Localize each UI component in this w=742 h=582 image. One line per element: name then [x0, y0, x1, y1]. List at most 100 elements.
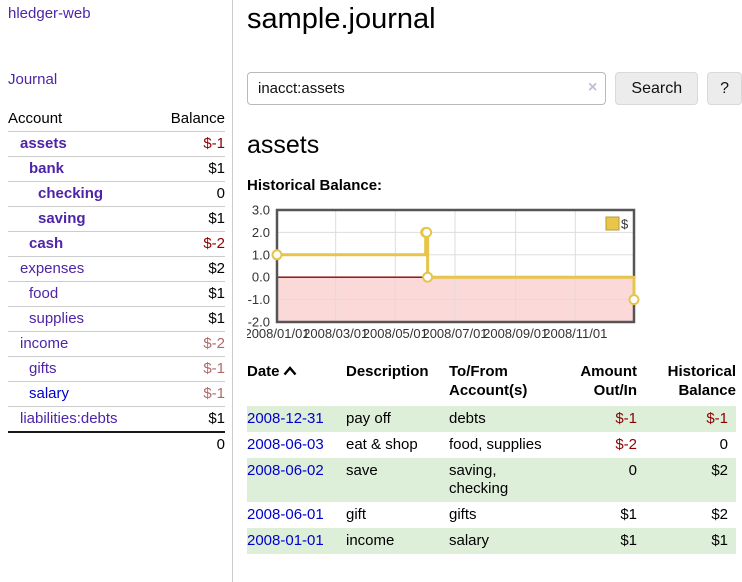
transaction-balance: $2: [711, 506, 728, 523]
svg-text:2008/11/01: 2008/11/01: [543, 326, 607, 341]
account-link[interactable]: cash: [29, 235, 64, 252]
account-row: gifts $-1: [8, 356, 225, 382]
account-cell: expenses: [8, 256, 154, 282]
svg-text:-2.0: -2.0: [248, 315, 270, 330]
amount-column-header: Amount Out/In: [580, 363, 637, 399]
svg-text:2008/01/01: 2008/01/01: [247, 326, 310, 341]
transaction-balance: $1: [711, 532, 728, 549]
historical-balance-chart: $3.0 2.0 1.0 0.0 -1.0 -2.02008/01/012008/03/0…: [247, 203, 640, 341]
account-link[interactable]: checking: [38, 185, 104, 202]
account-balance: $2: [153, 256, 225, 282]
transaction-date-link[interactable]: 2008-06-03: [247, 436, 324, 453]
search-button[interactable]: Search: [615, 72, 699, 105]
transaction-description: income: [346, 532, 395, 549]
account-row: supplies $1: [8, 306, 225, 332]
account-link[interactable]: liabilities:debts: [20, 410, 118, 427]
account-row: cash $-2: [8, 231, 225, 257]
account-balance: $1: [153, 406, 225, 433]
account-link[interactable]: assets: [20, 135, 67, 152]
account-cell: food: [8, 281, 154, 307]
transaction-accounts: gifts: [449, 506, 477, 523]
y-axis-labels: 3.0 2.0 1.0 0.0 -1.0 -2.0: [248, 203, 270, 330]
account-cell: assets: [8, 131, 154, 157]
account-column-header: Account: [8, 107, 154, 132]
account-cell: liabilities:debts: [8, 406, 154, 433]
account-cell: income: [8, 331, 154, 357]
account-link[interactable]: supplies: [29, 310, 85, 327]
transaction-accounts: salary: [449, 532, 490, 549]
search-box: ×: [247, 72, 607, 105]
account-balance: $-2: [153, 331, 225, 357]
date-column-header[interactable]: Date: [247, 362, 346, 406]
svg-text:$: $: [621, 217, 629, 232]
account-link[interactable]: salary: [29, 385, 70, 402]
account-balance: $1: [153, 206, 225, 232]
account-row: income $-2: [8, 331, 225, 357]
account-link[interactable]: gifts: [29, 360, 57, 377]
page-title: sample.journal: [247, 3, 436, 35]
account-row: expenses $2: [8, 256, 225, 282]
chart-border: [275, 208, 636, 324]
transaction-date-link[interactable]: 2008-12-31: [247, 410, 324, 427]
account-balance: $-2: [153, 231, 225, 257]
account-link[interactable]: income: [20, 335, 69, 352]
help-button[interactable]: ?: [707, 72, 742, 105]
account-link[interactable]: bank: [29, 160, 65, 177]
accounts-header-row: Account Balance: [8, 107, 225, 132]
clear-search-icon[interactable]: ×: [588, 79, 598, 96]
account-link[interactable]: saving: [38, 210, 86, 227]
sidebar: hledger-web Journal Account Balance asse…: [0, 0, 233, 582]
transaction-date-link[interactable]: 2008-06-01: [247, 506, 324, 523]
transaction-row[interactable]: 2008-12-31 pay off debts $-1 $-1: [247, 406, 736, 432]
transaction-row[interactable]: 2008-01-01 income salary $1 $1: [247, 528, 736, 554]
account-row: bank $1: [8, 156, 225, 182]
chart-legend: $: [605, 216, 629, 232]
total-spacer-cell: [8, 431, 154, 457]
sidebar-item-journal[interactable]: Journal: [8, 71, 58, 88]
account-row: liabilities:debts $1: [8, 406, 225, 433]
account-balance: $-1: [153, 131, 225, 157]
transaction-accounts: saving, checking: [449, 462, 509, 497]
transaction-accounts: debts: [449, 410, 486, 427]
account-cell: saving: [8, 206, 154, 232]
svg-text:2008/03/01: 2008/03/01: [303, 326, 368, 341]
accounts-total-row: 0: [8, 431, 225, 457]
transaction-description: save: [346, 462, 378, 479]
transaction-accounts: food, supplies: [449, 436, 542, 453]
account-cell: gifts: [8, 356, 154, 382]
brand-link[interactable]: hledger-web: [8, 5, 91, 22]
historical-balance-column-header: Historical Balance: [667, 363, 736, 399]
transaction-balance: $-1: [706, 410, 728, 427]
main-content: sample.journal × Search ? assets Histori…: [247, 0, 742, 554]
transaction-date-link[interactable]: 2008-06-02: [247, 462, 324, 479]
transaction-row[interactable]: 2008-06-01 gift gifts $1 $2: [247, 502, 736, 528]
accounts-table: Account Balance assets $-1 bank $1 checking 0…: [8, 107, 225, 457]
account-link[interactable]: food: [29, 285, 59, 302]
account-link[interactable]: expenses: [20, 260, 85, 277]
x-axis-labels: 2008/01/012008/03/012008/05/012008/07/01…: [247, 326, 607, 341]
svg-text:3.0: 3.0: [252, 203, 270, 218]
date-column-label: Date: [247, 363, 280, 380]
register-header-row: Date Description To/From Account(s) Amou…: [247, 362, 736, 406]
transaction-amount: $-2: [615, 436, 637, 453]
account-row: checking 0: [8, 181, 225, 207]
svg-text:-1.0: -1.0: [248, 292, 270, 307]
transaction-amount: 0: [628, 462, 637, 479]
transaction-description: eat & shop: [346, 436, 418, 453]
transaction-description: gift: [346, 506, 367, 523]
svg-text:0.0: 0.0: [252, 270, 270, 285]
transaction-row[interactable]: 2008-06-02 save saving, checking 0 $2: [247, 458, 736, 502]
transaction-amount: $-1: [615, 410, 637, 427]
search-form: × Search ?: [247, 72, 742, 105]
account-balance: $1: [153, 281, 225, 307]
description-column-header: Description: [346, 363, 429, 380]
transaction-row[interactable]: 2008-06-03 eat & shop food, supplies $-2 0: [247, 432, 736, 458]
account-balance: $1: [153, 306, 225, 332]
sort-ascending-icon: [283, 366, 296, 376]
transaction-date-cell: 2008-01-01: [247, 528, 346, 554]
search-input[interactable]: [247, 72, 607, 105]
transaction-date-cell: 2008-06-02: [247, 458, 346, 502]
transaction-date-link[interactable]: 2008-01-01: [247, 532, 324, 549]
chart-markers: [271, 226, 640, 306]
